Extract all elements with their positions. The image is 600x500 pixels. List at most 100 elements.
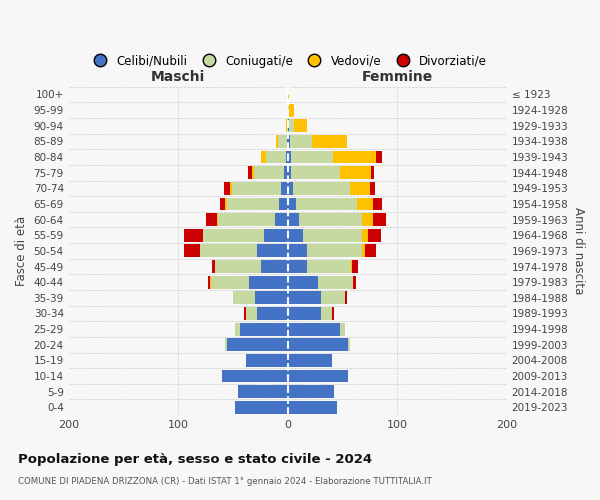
Bar — [222, 370, 287, 382]
Bar — [279, 198, 287, 210]
Bar — [370, 182, 376, 194]
Bar — [200, 244, 257, 258]
Bar — [246, 307, 257, 320]
Bar — [287, 386, 334, 398]
Bar — [251, 166, 254, 179]
Bar — [263, 229, 287, 241]
Bar — [332, 150, 376, 164]
Bar — [262, 150, 266, 164]
Bar — [331, 307, 334, 320]
Bar — [287, 260, 307, 273]
Bar — [257, 244, 287, 258]
Bar — [233, 292, 255, 304]
Bar — [275, 213, 287, 226]
Bar — [340, 166, 371, 179]
Bar — [248, 166, 251, 179]
Bar — [290, 135, 312, 148]
Bar — [281, 182, 287, 194]
Bar — [287, 88, 289, 101]
Bar — [238, 386, 287, 398]
Bar — [299, 213, 362, 226]
Bar — [289, 120, 294, 132]
Bar — [184, 244, 200, 258]
Bar — [211, 276, 250, 288]
Bar — [206, 213, 217, 226]
Text: Femmine: Femmine — [362, 70, 433, 84]
Bar — [220, 198, 225, 210]
Bar — [287, 307, 320, 320]
Bar — [278, 135, 287, 148]
Bar — [232, 182, 281, 194]
Bar — [203, 229, 263, 241]
Bar — [266, 150, 286, 164]
Bar — [225, 198, 227, 210]
Bar — [319, 276, 353, 288]
Bar — [291, 150, 332, 164]
Bar — [257, 307, 287, 320]
Bar — [320, 307, 332, 320]
Bar — [225, 338, 227, 351]
Bar — [371, 166, 374, 179]
Bar — [307, 260, 351, 273]
Bar — [254, 166, 284, 179]
Bar — [352, 260, 358, 273]
Bar — [284, 166, 287, 179]
Bar — [350, 182, 370, 194]
Bar — [275, 135, 278, 148]
Text: Popolazione per età, sesso e stato civile - 2024: Popolazione per età, sesso e stato civil… — [18, 452, 372, 466]
Bar — [362, 213, 373, 226]
Bar — [286, 120, 287, 132]
Bar — [287, 198, 296, 210]
Bar — [244, 307, 246, 320]
Text: COMUNE DI PIADENA DRIZZONA (CR) - Dati ISTAT 1° gennaio 2024 - Elaborazione TUTT: COMUNE DI PIADENA DRIZZONA (CR) - Dati I… — [18, 478, 432, 486]
Bar — [287, 244, 307, 258]
Bar — [250, 276, 287, 288]
Bar — [376, 150, 382, 164]
Bar — [291, 166, 340, 179]
Bar — [303, 229, 362, 241]
Bar — [255, 292, 287, 304]
Bar — [340, 322, 344, 336]
Bar — [287, 229, 303, 241]
Bar — [287, 401, 337, 413]
Bar — [287, 370, 348, 382]
Bar — [217, 213, 218, 226]
Bar — [296, 198, 356, 210]
Y-axis label: Anni di nascita: Anni di nascita — [572, 207, 585, 294]
Bar — [344, 292, 347, 304]
Bar — [351, 260, 352, 273]
Bar — [287, 213, 299, 226]
Bar — [362, 244, 365, 258]
Bar — [235, 401, 287, 413]
Bar — [287, 166, 291, 179]
Bar — [294, 120, 307, 132]
Bar — [218, 213, 275, 226]
Bar — [227, 338, 287, 351]
Bar — [365, 244, 376, 258]
Bar — [246, 354, 287, 367]
Bar — [210, 276, 211, 288]
Bar — [212, 260, 215, 273]
Bar — [368, 229, 381, 241]
Bar — [287, 276, 319, 288]
Legend: Celibi/Nubili, Coniugati/e, Vedovi/e, Divorziati/e: Celibi/Nubili, Coniugati/e, Vedovi/e, Di… — [83, 50, 492, 72]
Bar — [286, 150, 287, 164]
Bar — [353, 276, 356, 288]
Text: Maschi: Maschi — [151, 70, 205, 84]
Bar — [230, 182, 232, 194]
Bar — [239, 322, 287, 336]
Bar — [373, 198, 382, 210]
Bar — [307, 244, 362, 258]
Bar — [348, 338, 350, 351]
Y-axis label: Fasce di età: Fasce di età — [15, 216, 28, 286]
Bar — [293, 182, 350, 194]
Bar — [287, 135, 290, 148]
Bar — [356, 198, 373, 210]
Bar — [235, 322, 239, 336]
Bar — [287, 104, 289, 117]
Bar — [287, 338, 348, 351]
Bar — [262, 260, 287, 273]
Bar — [287, 120, 289, 132]
Bar — [287, 354, 331, 367]
Bar — [362, 229, 368, 241]
